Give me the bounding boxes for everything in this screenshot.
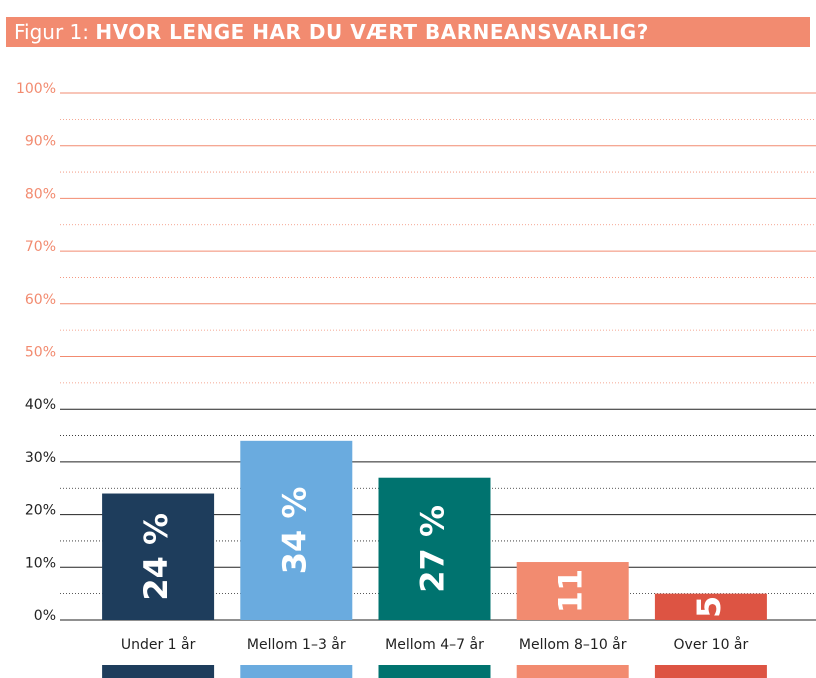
- value-label: 24 %: [137, 513, 175, 601]
- value-label: 5: [690, 596, 728, 618]
- x-tick-label: Under 1 år: [121, 636, 196, 653]
- bar: [654, 593, 767, 620]
- x-tick-label: Over 10 år: [674, 636, 749, 653]
- bar: [240, 440, 353, 620]
- y-tick-label: 0%: [34, 608, 56, 624]
- legend-swatch: [516, 665, 629, 678]
- y-tick-label: 40%: [25, 397, 56, 413]
- y-tick-label: 10%: [25, 555, 56, 571]
- x-tick-label: Mellom 1–3 år: [247, 636, 346, 653]
- value-label: 27 %: [414, 505, 452, 593]
- legend-swatch: [240, 665, 353, 678]
- y-tick-label: 60%: [25, 292, 56, 308]
- y-tick-label: 100%: [16, 81, 56, 97]
- chart-title: Figur 1: HVOR LENGE HAR DU VÆRT BARNEANS…: [14, 20, 649, 44]
- bar: [516, 562, 629, 620]
- x-tick-label: Mellom 8–10 år: [519, 636, 627, 653]
- y-tick-label: 20%: [25, 503, 56, 519]
- y-tick-label: 90%: [25, 134, 56, 150]
- legend-swatch: [654, 665, 767, 678]
- y-tick-label: 70%: [25, 239, 56, 255]
- legend-swatch: [378, 665, 491, 678]
- bar: [378, 477, 491, 620]
- y-tick-label: 30%: [25, 450, 56, 466]
- legend-swatch: [102, 665, 215, 678]
- value-label: 34 %: [275, 487, 313, 575]
- y-tick-label: 80%: [25, 186, 56, 202]
- title-main: HVOR LENGE HAR DU VÆRT BARNEANSVARLIG?: [95, 20, 648, 44]
- y-tick-label: 50%: [25, 345, 56, 361]
- title-prefix: Figur 1:: [14, 20, 89, 44]
- x-tick-label: Mellom 4–7 år: [385, 636, 484, 653]
- bar: [102, 493, 215, 620]
- value-label: 11: [552, 569, 590, 614]
- title-banner: [6, 17, 810, 47]
